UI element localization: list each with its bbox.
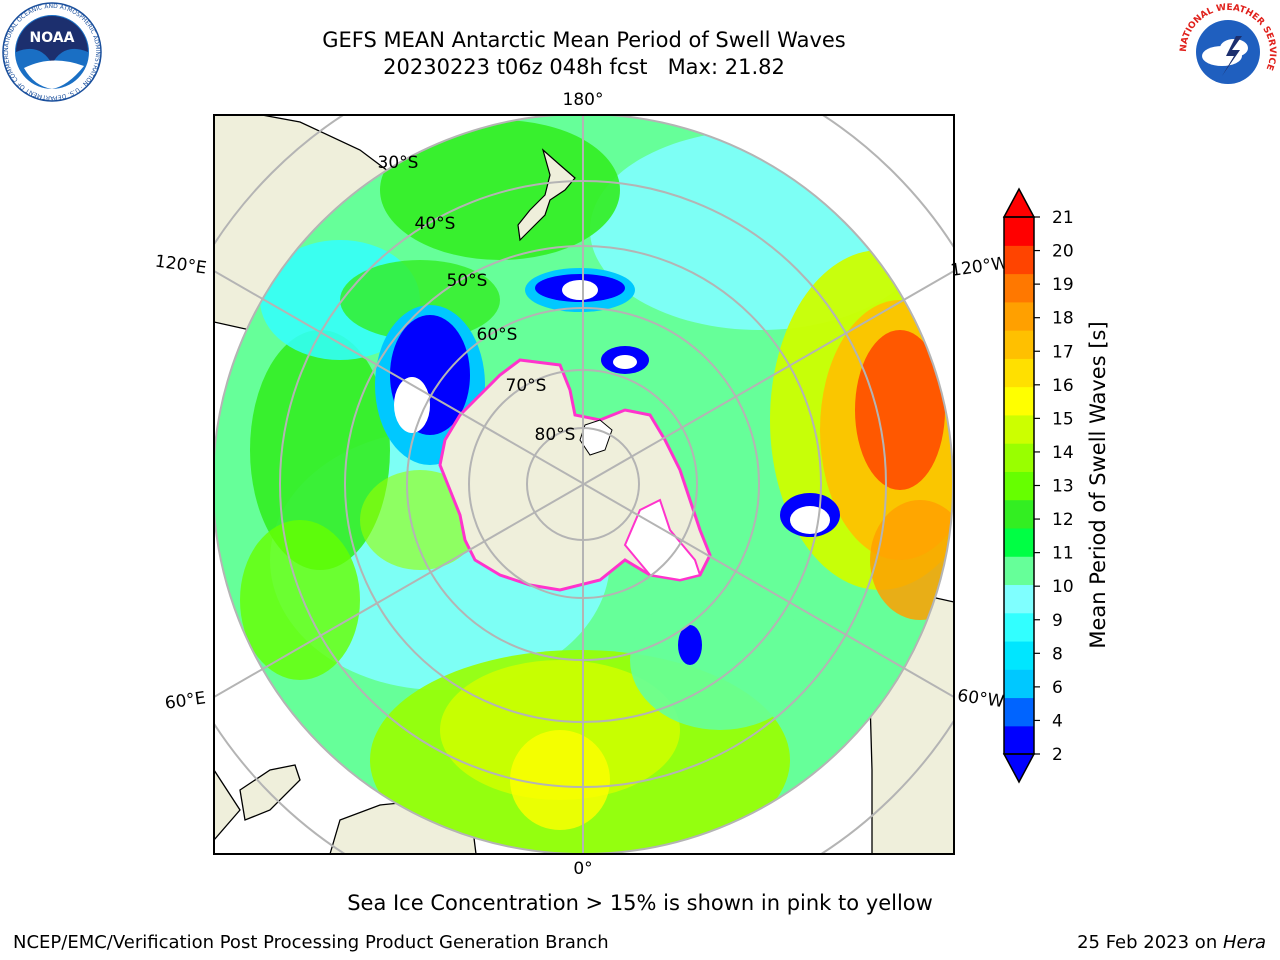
colorbar-segment [1004,386,1034,416]
swell-period-field [214,115,953,854]
colorbar-tick-label: 14 [1052,443,1074,463]
colorbar-segment [1004,301,1034,331]
lat-label-50s: 50°S [447,271,488,291]
indian-land [214,768,241,841]
noaa-logo: NATIONAL OCEANIC AND ATMOSPHERIC ADMINIS… [0,0,102,106]
colorbar-segment [1004,358,1034,388]
sea-ice-note: Sea Ice Concentration > 15% is shown in … [347,891,933,915]
new-zealand-land [517,148,576,242]
nws-logo: NATIONAL WEATHER SERVICE [1178,2,1278,106]
colorbar-tick-label: 13 [1052,477,1074,497]
colorbar-segment [1004,245,1034,275]
lat-label-40s: 40°S [415,214,456,234]
footer-credit: NCEP/EMC/Verification Post Processing Pr… [13,932,609,953]
colorbar-segment [1004,556,1034,586]
colorbar-tick-label: 2 [1052,745,1063,765]
footer-machine: Hera [1222,932,1266,953]
colorbar-extend-min [1002,753,1036,784]
colorbar-segment [1004,612,1034,642]
colorbar-segment [1004,697,1034,727]
colorbar-segment [1004,471,1034,501]
colorbar-tick-label: 11 [1052,544,1074,564]
colorbar-tick-label: 19 [1052,275,1074,295]
footer-date: 25 Feb 2023 on Hera [1077,932,1266,953]
lat-label-80s: 80°S [535,425,576,445]
colorbar: 2 4 6 8 9 10 11 12 13 14 15 16 17 18 19 20 21 [1002,187,1074,784]
colorbar-tick-label: 8 [1052,644,1063,664]
footer-date-text: 25 Feb 2023 on [1077,932,1223,953]
colorbar-segment [1004,217,1034,246]
lat-label-30s: 30°S [378,153,419,173]
lon-label-180: 180° [563,90,604,110]
colorbar-tick-label: 21 [1052,208,1074,228]
lon-label-0: 0° [573,859,592,879]
colorbar-segment [1004,669,1034,699]
colorbar-tick-label: 18 [1052,309,1074,329]
lat-label-70s: 70°S [506,376,547,396]
colorbar-segment [1004,584,1034,614]
lon-label-120w: 120°W [949,253,1009,281]
title-line-2: 20230223 t06z 048h fcst Max: 21.82 [383,55,785,79]
colorbar-tick-label: 17 [1052,342,1074,362]
colorbar-tick-label: 16 [1052,376,1074,396]
title-line-1: GEFS MEAN Antarctic Mean Period of Swell… [322,28,846,52]
colorbar-segment [1004,443,1034,472]
colorbar-tick-label: 9 [1052,611,1063,631]
colorbar-tick-label: 6 [1052,678,1063,698]
colorbar-segment [1004,273,1034,303]
colorbar-tick-label: 12 [1052,510,1074,530]
colorbar-segment [1004,725,1034,755]
map-frame [213,114,955,855]
colorbar-label: Mean Period of Swell Waves [s] [1086,321,1110,648]
colorbar-segment [1004,640,1034,670]
lat-label-60s: 60°S [477,325,518,345]
noaa-wordmark: NOAA [30,30,75,46]
colorbar-tick-label: 15 [1052,409,1074,429]
lon-label-60e: 60°E [164,688,207,713]
colorbar-segment [1004,414,1034,444]
colorbar-segment [1004,499,1034,529]
colorbar-segment [1004,527,1034,557]
colorbar-tick-label: 10 [1052,577,1074,597]
colorbar-segment [1004,330,1034,359]
colorbar-tick-label: 4 [1052,711,1063,731]
colorbar-tick-label: 20 [1052,242,1074,262]
lon-label-60w: 60°W [956,686,1005,712]
antarctic-peninsula [623,498,702,582]
colorbar-extend-max [1002,187,1036,218]
lon-label-120e: 120°E [154,252,208,279]
